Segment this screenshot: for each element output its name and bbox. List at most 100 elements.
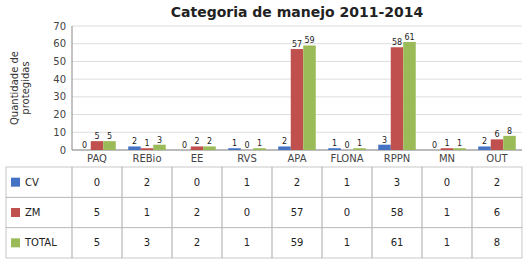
- data-label: 61: [404, 33, 414, 42]
- table-value: 2: [294, 177, 300, 188]
- bar: [353, 148, 366, 150]
- table-cell: [122, 228, 172, 258]
- bar: [91, 141, 104, 150]
- table-cell: [422, 167, 472, 197]
- bar: [478, 146, 491, 150]
- table-value: 0: [344, 207, 350, 218]
- table-cell: [272, 197, 322, 227]
- data-label: 2: [207, 137, 212, 146]
- table-cell: [222, 167, 272, 197]
- legend-label: ZM: [25, 207, 40, 218]
- legend-swatch: [11, 178, 20, 187]
- table-value: 1: [344, 177, 350, 188]
- y-axis: [72, 26, 73, 150]
- grid-line: [72, 26, 522, 27]
- bar: [291, 49, 304, 150]
- y-tick-label: 50: [53, 56, 66, 67]
- table-value: 61: [391, 237, 404, 248]
- bar: [228, 148, 241, 150]
- data-label: 2: [282, 137, 287, 146]
- table-value: 3: [394, 177, 400, 188]
- bar: [503, 136, 516, 150]
- grid: [72, 26, 522, 150]
- data-label: 57: [292, 40, 302, 49]
- y-tick-label: 60: [53, 38, 66, 49]
- x-tick-label: REBio: [132, 153, 161, 164]
- table-value: 59: [291, 237, 304, 248]
- bar: [103, 141, 116, 150]
- table-value: 2: [194, 237, 200, 248]
- data-label: 0: [432, 141, 437, 150]
- table-cell: [472, 228, 522, 258]
- data-label: 59: [304, 36, 314, 45]
- bar: [278, 146, 291, 150]
- table-cell: [272, 228, 322, 258]
- table-cell: [222, 197, 272, 227]
- data-label: 2: [132, 137, 137, 146]
- bars: [91, 42, 516, 150]
- table-cell: [372, 228, 422, 258]
- table-value: 1: [244, 237, 250, 248]
- table-cell: [222, 228, 272, 258]
- table-cell: [6, 167, 72, 197]
- table-cell: [72, 167, 122, 197]
- y-axis-label-line: protegidas: [20, 61, 31, 114]
- legend-label: TOTAL: [24, 237, 57, 248]
- bar: [128, 146, 141, 150]
- data-label: 8: [507, 127, 512, 136]
- bar: [328, 148, 341, 150]
- table-cell: [422, 228, 472, 258]
- table-cell: [6, 197, 72, 227]
- y-tick-label: 0: [60, 145, 66, 156]
- legend-swatch: [11, 208, 20, 217]
- data-label: 0: [182, 141, 187, 150]
- bar: [153, 145, 166, 150]
- table-value: 0: [194, 177, 200, 188]
- table-value: 2: [144, 177, 150, 188]
- data-label: 0: [82, 141, 87, 150]
- data-label: 3: [157, 136, 162, 145]
- x-tick-label: PAQ: [87, 153, 107, 164]
- table-value: 8: [494, 237, 500, 248]
- bar: [453, 148, 466, 150]
- table-value: 0: [94, 177, 100, 188]
- table-value: 57: [291, 207, 304, 218]
- data-label: 1: [357, 139, 362, 148]
- table-cell: [322, 228, 372, 258]
- data-label: 1: [144, 139, 149, 148]
- table-value: 1: [144, 207, 150, 218]
- y-axis-label: Quantidade deprotegidas: [9, 51, 31, 125]
- table-value: 1: [444, 237, 450, 248]
- x-tick-label: FLONA: [330, 153, 363, 164]
- legend-swatch: [11, 238, 20, 247]
- table-value: 2: [194, 207, 200, 218]
- table-cell: [472, 197, 522, 227]
- table-value: 1: [244, 177, 250, 188]
- y-axis-label-line: Quantidade de: [9, 51, 20, 125]
- bar: [491, 139, 504, 150]
- table-value: 0: [444, 177, 450, 188]
- table-value: 1: [444, 207, 450, 218]
- table-value: 5: [94, 207, 100, 218]
- data-label: 0: [344, 141, 349, 150]
- chart: Categoria de manejo 2011-2014Quantidade …: [0, 0, 531, 263]
- table-cell: [372, 197, 422, 227]
- table-cell: [322, 167, 372, 197]
- data-label: 1: [232, 139, 237, 148]
- table-cell: [422, 197, 472, 227]
- table-cell: [172, 228, 222, 258]
- y-tick-label: 70: [53, 21, 66, 32]
- data-label: 6: [494, 130, 499, 139]
- data-labels: 0201213025120570581653215916118: [82, 33, 512, 150]
- x-tick-label: MN: [439, 153, 455, 164]
- data-label: 5: [107, 132, 112, 141]
- bar: [141, 148, 154, 150]
- x-tick-label: RPPN: [384, 153, 411, 164]
- table-cell: [72, 197, 122, 227]
- data-label: 1: [332, 139, 337, 148]
- bar: [253, 148, 266, 150]
- table-cell: [122, 167, 172, 197]
- table-cell: [172, 197, 222, 227]
- data-label: 1: [257, 139, 262, 148]
- table-cell: [472, 167, 522, 197]
